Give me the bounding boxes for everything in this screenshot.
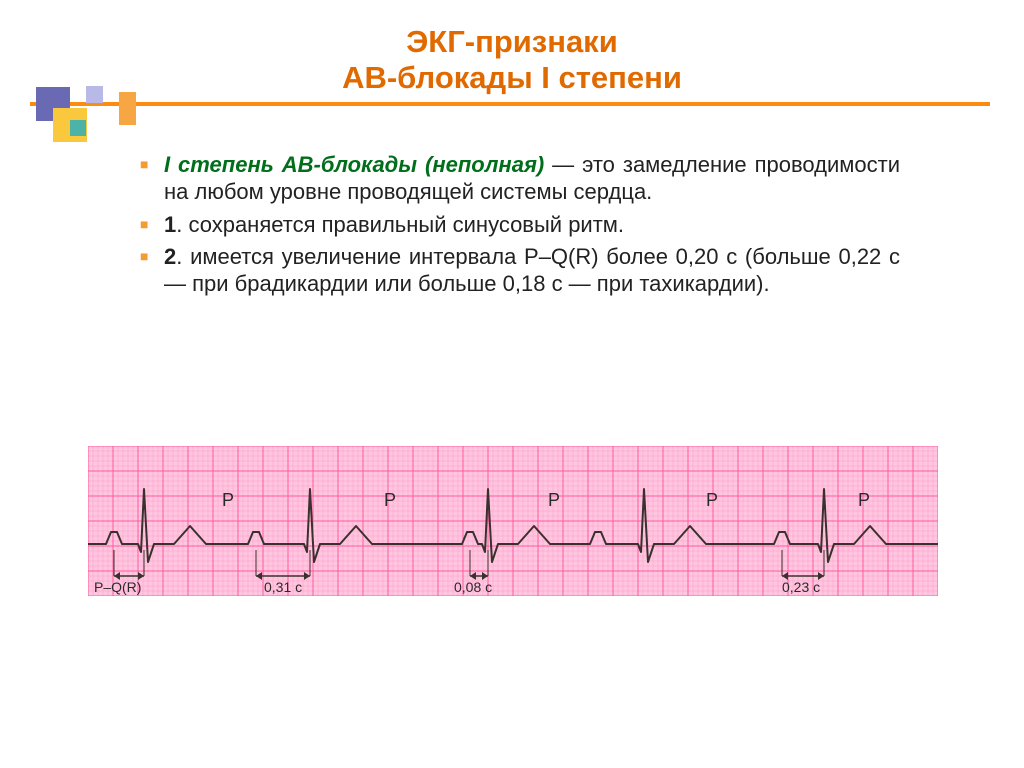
svg-text:0,23 с: 0,23 с [782, 579, 820, 595]
ecg-svg: P P P P P P–Q(R) 0,31 с 0,08 с 0,23 с [88, 446, 938, 596]
divider-line [30, 102, 990, 106]
deco-square-teal [70, 120, 86, 136]
svg-text:P: P [706, 490, 718, 510]
svg-text:P: P [384, 490, 396, 510]
svg-text:P: P [858, 490, 870, 510]
svg-text:P: P [548, 490, 560, 510]
bullet-1: I степень АВ-блокады (неполная) — это за… [140, 152, 900, 206]
svg-text:P: P [222, 490, 234, 510]
bullet-2-text: . сохраняется правильный синусовый ритм. [176, 212, 624, 237]
svg-text:0,31 с: 0,31 с [264, 579, 302, 595]
deco-bar-orange [119, 92, 136, 125]
slide-title: ЭКГ-признаки АВ-блокады I степени [0, 24, 1024, 95]
title-line-1: ЭКГ-признаки [406, 24, 618, 59]
svg-text:P–Q(R): P–Q(R) [94, 579, 141, 595]
bullet-2: 1. сохраняется правильный синусовый ритм… [140, 212, 900, 239]
body-content: I степень АВ-блокады (неполная) — это за… [140, 152, 900, 304]
bullet-3-num: 2 [164, 244, 176, 269]
title-line-2: АВ-блокады I степени [342, 60, 682, 95]
svg-text:0,08 с: 0,08 с [454, 579, 492, 595]
bullet-3-text: . имеется увеличение интервала P–Q(R) бо… [164, 244, 900, 296]
bullet-2-num: 1 [164, 212, 176, 237]
bullet-1-lead: I степень АВ-блокады (неполная) [164, 152, 544, 177]
ecg-strip: P P P P P P–Q(R) 0,31 с 0,08 с 0,23 с [78, 436, 948, 606]
bullet-3: 2. имеется увеличение интервала P–Q(R) б… [140, 244, 900, 298]
